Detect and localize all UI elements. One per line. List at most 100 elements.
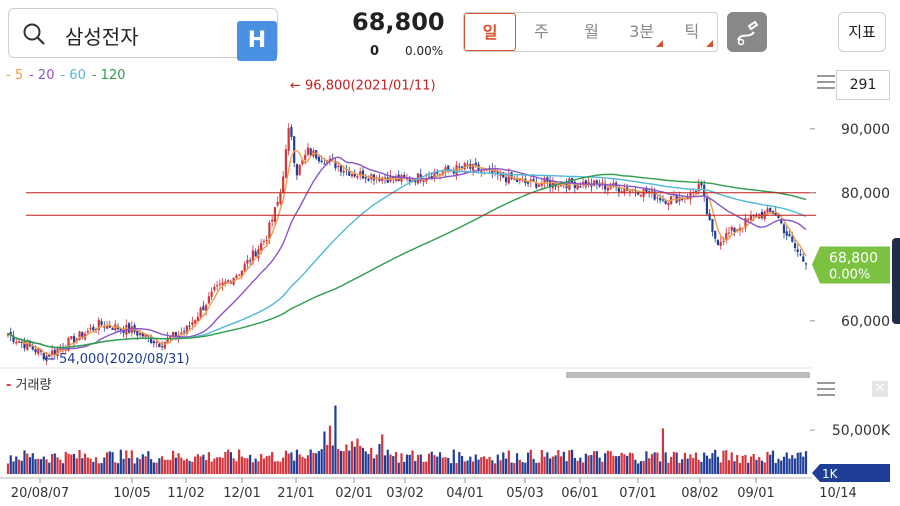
indicator-button[interactable]: 지표 bbox=[838, 12, 886, 52]
volume-bar bbox=[317, 451, 321, 474]
candle-body bbox=[604, 183, 607, 190]
volume-bar bbox=[593, 451, 596, 474]
last-price-label: 68,800 bbox=[829, 250, 878, 266]
volume-bar bbox=[430, 451, 433, 474]
volume-bar bbox=[719, 462, 722, 474]
drawing-tool-button[interactable] bbox=[727, 12, 767, 52]
candle-body bbox=[460, 166, 464, 168]
volume-bar bbox=[12, 461, 15, 474]
ma-legend-item-60: - 60 bbox=[60, 68, 86, 83]
volume-bar bbox=[777, 458, 780, 474]
volume-bar bbox=[328, 425, 332, 474]
candle-body bbox=[328, 158, 332, 162]
volume-bar bbox=[227, 449, 230, 474]
stock-search-box[interactable]: 삼성전자 H bbox=[8, 8, 278, 61]
volume-bar bbox=[290, 452, 293, 474]
volume-bar bbox=[796, 452, 799, 474]
volume-bar bbox=[466, 460, 469, 474]
candle-body bbox=[298, 164, 301, 175]
candle-body bbox=[595, 180, 598, 185]
candle-body bbox=[317, 156, 321, 162]
volume-bar bbox=[447, 458, 450, 474]
volume-bar bbox=[45, 459, 48, 474]
candle-body bbox=[405, 178, 409, 180]
volume-bar bbox=[444, 457, 447, 474]
period-tab-3[interactable]: 3분 bbox=[617, 13, 667, 51]
candle-body bbox=[708, 213, 711, 220]
candle-body bbox=[683, 198, 687, 200]
volume-bar bbox=[637, 463, 640, 474]
volume-bar bbox=[648, 458, 651, 474]
search-icon bbox=[23, 23, 45, 45]
volume-bar bbox=[216, 457, 219, 474]
candle-body bbox=[312, 150, 315, 157]
period-tab-1[interactable]: 주 bbox=[516, 13, 566, 51]
volume-bar bbox=[672, 451, 676, 474]
volume-bar bbox=[656, 452, 659, 474]
volume-bar bbox=[774, 463, 777, 474]
candle-body bbox=[356, 176, 359, 178]
volume-bar bbox=[282, 457, 285, 474]
candle-body bbox=[612, 182, 615, 186]
h-button[interactable]: H bbox=[237, 21, 277, 61]
candle-body bbox=[447, 165, 450, 171]
period-tab-2[interactable]: 월 bbox=[566, 13, 616, 51]
volume-bar bbox=[727, 460, 731, 474]
volume-bar bbox=[678, 462, 681, 474]
candle-body bbox=[59, 347, 62, 351]
volume-bar bbox=[722, 450, 725, 474]
candle-body bbox=[769, 207, 772, 212]
candle-count-box[interactable]: 291 bbox=[836, 70, 890, 100]
ma-legend-item-120: - 120 bbox=[91, 68, 126, 83]
candle-body bbox=[733, 227, 736, 233]
candle-body bbox=[94, 329, 98, 331]
volume-bar bbox=[191, 461, 194, 474]
candle-body bbox=[273, 207, 277, 222]
volume-bar bbox=[689, 454, 692, 474]
candle-body bbox=[482, 169, 486, 171]
volume-bar bbox=[554, 455, 557, 474]
candle-body bbox=[760, 211, 764, 218]
x-tick-label: 08/02 bbox=[681, 486, 718, 501]
candle-body bbox=[361, 170, 365, 179]
volume-bar bbox=[235, 461, 238, 474]
candle-body bbox=[697, 183, 700, 192]
side-panel-handle[interactable] bbox=[892, 238, 900, 324]
volume-bar bbox=[361, 447, 365, 474]
volume-bar bbox=[20, 460, 23, 474]
candle-body bbox=[224, 281, 227, 285]
volume-close-icon[interactable]: ✕ bbox=[872, 381, 888, 397]
candle-body bbox=[513, 178, 516, 181]
price-chart-menu-icon[interactable] bbox=[817, 75, 835, 89]
volume-bar bbox=[414, 460, 417, 474]
candle-body bbox=[353, 172, 356, 177]
volume-bar bbox=[799, 452, 802, 474]
candle-body bbox=[714, 230, 717, 239]
stock-name-input[interactable]: 삼성전자 bbox=[65, 25, 139, 49]
period-tab-label: 주 bbox=[533, 22, 549, 41]
volume-bar bbox=[615, 456, 618, 474]
volume-bar bbox=[103, 457, 106, 474]
volume-bar bbox=[675, 452, 678, 474]
candle-body bbox=[397, 174, 400, 181]
volume-bar bbox=[716, 456, 720, 474]
volume-chart-menu-icon[interactable] bbox=[817, 382, 835, 396]
candle-body bbox=[703, 184, 706, 197]
volume-bar bbox=[210, 461, 213, 474]
candle-body bbox=[455, 164, 458, 175]
candle-body bbox=[287, 128, 290, 151]
candle-body bbox=[741, 227, 744, 229]
volume-bar bbox=[218, 457, 221, 474]
volume-bar bbox=[97, 463, 100, 474]
candle-body bbox=[499, 172, 502, 176]
candle-body bbox=[637, 191, 640, 195]
candle-body bbox=[92, 326, 95, 331]
period-tab-4[interactable]: 틱 bbox=[667, 13, 717, 51]
period-tab-0[interactable]: 일 bbox=[464, 13, 517, 51]
candle-body bbox=[185, 325, 188, 334]
candle-body bbox=[326, 160, 329, 163]
candle-body bbox=[755, 214, 758, 218]
candle-body bbox=[155, 342, 158, 344]
volume-bar bbox=[766, 451, 769, 474]
